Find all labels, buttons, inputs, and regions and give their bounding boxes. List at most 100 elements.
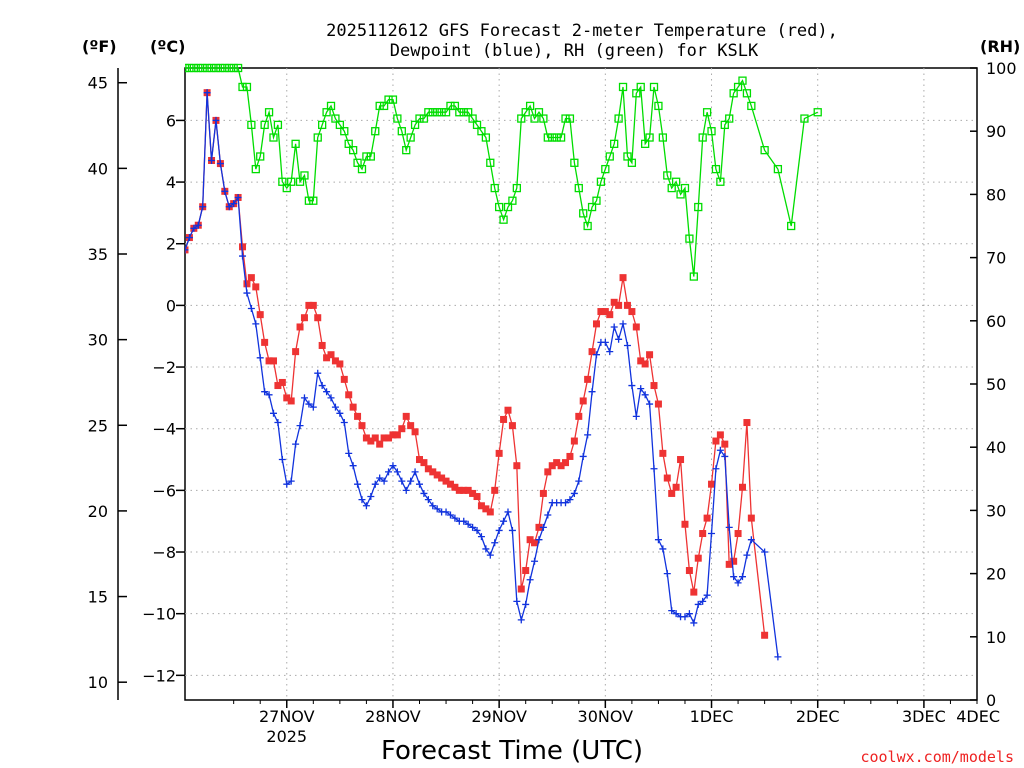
rh-point (348, 146, 358, 155)
temperature-point (314, 314, 322, 322)
temperature-point (544, 468, 552, 476)
x-tick-label: 3DEC (902, 707, 946, 726)
temperature-point (318, 341, 326, 349)
temperature-point (672, 483, 680, 491)
dewpoint-point (721, 452, 729, 460)
dewpoint-point (504, 508, 512, 516)
temperature-point (562, 459, 570, 467)
temperature-point (336, 360, 344, 368)
dewpoint-point (190, 224, 198, 232)
dewpoint-point (654, 536, 662, 544)
temperature-point (429, 468, 437, 476)
temperature-point (473, 493, 481, 501)
temperature-point (239, 243, 247, 251)
dewpoint-point (743, 551, 751, 559)
dewpoint-point (216, 160, 224, 168)
rh-point (813, 108, 822, 117)
dewpoint-point (716, 446, 724, 454)
dewpoint-point (650, 465, 658, 473)
dewpoint-point (424, 496, 432, 504)
rh-point (1013, 0, 1020, 7)
dewpoint-point (305, 400, 313, 408)
temperature-point (557, 462, 565, 470)
temperature-point (389, 431, 397, 439)
temperature-point (646, 351, 654, 359)
temperature-point (451, 483, 459, 491)
temperature-point (575, 412, 583, 420)
rh-tick-label: 10 (986, 628, 1006, 647)
temperature-point (730, 557, 738, 565)
dewpoint-point (442, 508, 450, 516)
dewpoint-point (615, 335, 623, 343)
dewpoint-point (482, 545, 490, 553)
credit-text: coolwx.com/models (860, 748, 1014, 766)
rh-point (543, 133, 552, 142)
temperature-point (681, 520, 689, 528)
temperature-point (734, 530, 742, 538)
temperature-point (345, 391, 353, 399)
temperature-point (407, 422, 415, 430)
rh-point (406, 133, 415, 142)
celsius-tick-label: −8 (152, 543, 176, 562)
temperature-point (663, 474, 671, 482)
rh-tick-label: 70 (986, 249, 1006, 268)
temperature-point (610, 298, 618, 306)
plot-frame (184, 67, 978, 701)
celsius-tick-label: −4 (152, 420, 176, 439)
dewpoint-point (429, 502, 437, 510)
temperature-point (486, 508, 494, 516)
dewpoint-point (323, 388, 331, 396)
dewpoint-point (340, 419, 348, 427)
temperature-point (659, 449, 667, 457)
temperature-point (570, 437, 578, 445)
rh-point (331, 114, 340, 123)
rh-point (238, 82, 247, 92)
celsius-tick-label: 2 (166, 235, 176, 254)
temperature-point (854, 0, 861, 7)
dewpoint-point (380, 477, 388, 485)
temperature-point (623, 301, 631, 309)
dewpoint-point (761, 548, 769, 556)
fahrenheit-tick-label: 20 (88, 502, 108, 521)
temperature-point (517, 585, 525, 593)
dewpoint-point (460, 517, 468, 525)
dewpoint-point (225, 203, 233, 211)
rh-point (185, 63, 194, 73)
rh-point (441, 108, 451, 117)
dewpoint-point (668, 607, 676, 615)
rh-point (854, 0, 861, 7)
rh-tick-label: 50 (986, 375, 1006, 394)
rh-tick-label: 100 (986, 59, 1017, 78)
rh-point (225, 63, 234, 73)
temperature-point (504, 406, 512, 414)
temperature-point (588, 348, 596, 356)
rh-point (636, 82, 645, 92)
celsius-tick-label: −12 (142, 666, 176, 685)
temperature-point (708, 480, 716, 488)
dewpoint-point (637, 385, 645, 393)
dewpoint-point (774, 653, 782, 661)
rh-point (318, 120, 327, 130)
temperature-point (699, 530, 707, 538)
rh-point (357, 164, 367, 174)
rh-point (304, 196, 314, 205)
temperature-point (433, 471, 441, 479)
rh-point (698, 133, 707, 142)
temperature-point (650, 382, 658, 390)
dewpoint-point (663, 570, 671, 578)
temperature-point (522, 567, 530, 575)
temperature-point (500, 415, 508, 423)
axis-tick-labels: 6420−2−4−6−8−10−124540353025201510100908… (88, 59, 1017, 746)
dewpoint-point (265, 391, 273, 399)
rh-tick-label: 40 (986, 438, 1006, 457)
dewpoint-point (367, 493, 375, 501)
rh-point (362, 152, 371, 161)
rh-point (574, 183, 583, 193)
rh-point (676, 190, 685, 199)
temperature-point (1013, 0, 1020, 7)
temperature-point (841, 0, 848, 7)
dewpoint-point (495, 526, 503, 534)
celsius-tick-label: −6 (152, 481, 176, 500)
rh-point (711, 164, 721, 174)
